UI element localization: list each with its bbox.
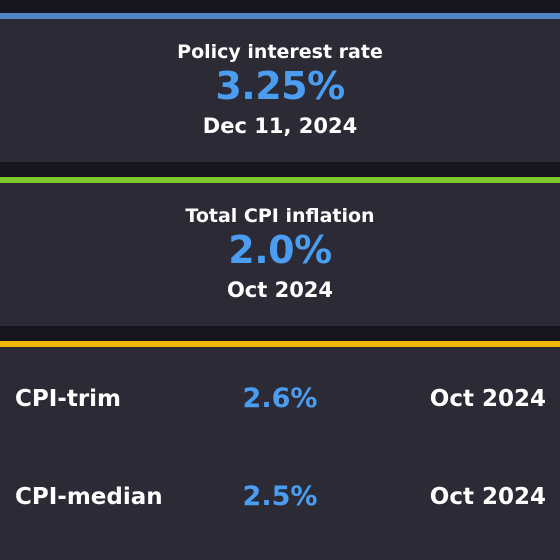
cpi-trim-label: CPI-trim bbox=[15, 386, 122, 412]
total-cpi-date: Oct 2024 bbox=[226, 278, 334, 302]
policy-rate-value: 3.25% bbox=[215, 64, 345, 108]
policy-rate-card: Policy interest rate 3.25% Dec 11, 2024 bbox=[0, 13, 560, 162]
total-cpi-value: 2.0% bbox=[228, 228, 332, 272]
cpi-trim-value: 2.6% bbox=[242, 383, 318, 414]
core-inflation-card: CPI-trim 2.6% Oct 2024 CPI-median 2.5% O… bbox=[0, 341, 560, 560]
top-strip bbox=[0, 0, 560, 13]
cpi-trim-row: CPI-trim 2.6% Oct 2024 bbox=[0, 379, 560, 419]
total-cpi-card: Total CPI inflation 2.0% Oct 2024 bbox=[0, 177, 560, 326]
cpi-trim-date: Oct 2024 bbox=[429, 386, 546, 412]
cpi-median-value: 2.5% bbox=[242, 481, 318, 512]
cpi-median-row: CPI-median 2.5% Oct 2024 bbox=[0, 477, 560, 517]
policy-rate-accent-bar bbox=[0, 13, 560, 19]
cpi-median-date: Oct 2024 bbox=[429, 484, 546, 510]
policy-rate-label: Policy interest rate bbox=[177, 41, 383, 63]
total-cpi-label: Total CPI inflation bbox=[185, 205, 375, 227]
total-cpi-accent-bar bbox=[0, 177, 560, 183]
policy-rate-date: Dec 11, 2024 bbox=[202, 114, 358, 138]
cpi-median-label: CPI-median bbox=[15, 484, 163, 510]
core-inflation-accent-bar bbox=[0, 341, 560, 347]
